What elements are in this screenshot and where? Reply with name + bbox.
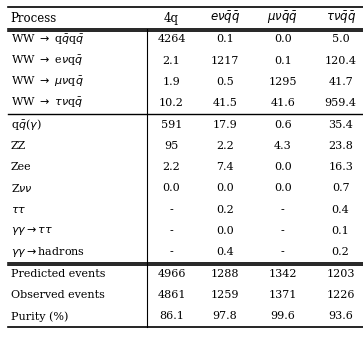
Text: WW $\rightarrow$ $\tau\nu$q$\bar{q}$: WW $\rightarrow$ $\tau\nu$q$\bar{q}$ (11, 96, 83, 110)
Text: $\tau\nu\bar{q}\bar{q}$: $\tau\nu\bar{q}\bar{q}$ (326, 10, 356, 26)
Text: 1217: 1217 (211, 56, 239, 66)
Text: 10.2: 10.2 (159, 98, 184, 108)
Text: Purity (%): Purity (%) (11, 311, 68, 322)
Text: 0.2: 0.2 (216, 205, 234, 215)
Text: 0.5: 0.5 (216, 77, 234, 87)
Text: 4861: 4861 (157, 290, 186, 300)
Text: 86.1: 86.1 (159, 311, 184, 321)
Text: Z$\nu\nu$: Z$\nu\nu$ (11, 182, 33, 194)
Text: 41.7: 41.7 (328, 77, 353, 87)
Text: Predicted events: Predicted events (11, 269, 105, 279)
Text: $\mu\nu\bar{q}\bar{q}$: $\mu\nu\bar{q}\bar{q}$ (268, 10, 298, 26)
Text: 0.0: 0.0 (274, 34, 291, 44)
Text: 0.1: 0.1 (274, 56, 291, 66)
Text: 1371: 1371 (269, 290, 297, 300)
Text: $e\nu\bar{q}\bar{q}$: $e\nu\bar{q}\bar{q}$ (210, 10, 240, 26)
Text: 41.6: 41.6 (270, 98, 295, 108)
Text: 120.4: 120.4 (325, 56, 356, 66)
Text: 0.0: 0.0 (163, 183, 180, 193)
Text: 959.4: 959.4 (325, 98, 356, 108)
Text: -: - (281, 247, 285, 257)
Text: WW $\rightarrow$ q$\bar{q}$q$\bar{q}$: WW $\rightarrow$ q$\bar{q}$q$\bar{q}$ (11, 32, 84, 46)
Text: 0.4: 0.4 (332, 205, 350, 215)
Text: 0.7: 0.7 (332, 183, 350, 193)
Text: WW $\rightarrow$ $\mu\nu$q$\bar{q}$: WW $\rightarrow$ $\mu\nu$q$\bar{q}$ (11, 75, 83, 89)
Text: $\gamma\gamma \rightarrow \tau\tau$: $\gamma\gamma \rightarrow \tau\tau$ (11, 225, 53, 237)
Text: -: - (170, 247, 174, 257)
Text: 41.5: 41.5 (212, 98, 237, 108)
Text: 4966: 4966 (157, 269, 186, 279)
Text: 0.2: 0.2 (332, 247, 350, 257)
Text: q$\bar{q}$($\gamma$): q$\bar{q}$($\gamma$) (11, 117, 41, 132)
Text: 0.0: 0.0 (216, 226, 234, 236)
Text: -: - (281, 226, 285, 236)
Text: 1259: 1259 (211, 290, 239, 300)
Text: 1.9: 1.9 (163, 77, 180, 87)
Text: 4264: 4264 (157, 34, 186, 44)
Text: 0.0: 0.0 (274, 183, 291, 193)
Text: 0.1: 0.1 (216, 34, 234, 44)
Text: 0.0: 0.0 (274, 162, 291, 172)
Text: 0.6: 0.6 (274, 120, 291, 130)
Text: -: - (281, 205, 285, 215)
Text: 2.2: 2.2 (163, 162, 180, 172)
Text: -: - (170, 205, 174, 215)
Text: Process: Process (11, 12, 57, 25)
Text: 1226: 1226 (326, 290, 355, 300)
Text: 1342: 1342 (269, 269, 297, 279)
Text: 0.4: 0.4 (216, 247, 234, 257)
Text: 1203: 1203 (326, 269, 355, 279)
Text: Observed events: Observed events (11, 290, 105, 300)
Text: 17.9: 17.9 (212, 120, 237, 130)
Text: ZZ: ZZ (11, 141, 26, 151)
Text: Zee: Zee (11, 162, 32, 172)
Text: WW $\rightarrow$ e$\nu$q$\bar{q}$: WW $\rightarrow$ e$\nu$q$\bar{q}$ (11, 54, 83, 68)
Text: 2.2: 2.2 (216, 141, 234, 151)
Text: 93.6: 93.6 (328, 311, 353, 321)
Text: 0.0: 0.0 (216, 183, 234, 193)
Text: 2.1: 2.1 (163, 56, 180, 66)
Text: 4q: 4q (164, 12, 179, 25)
Text: 4.3: 4.3 (274, 141, 291, 151)
Text: 5.0: 5.0 (332, 34, 350, 44)
Text: -: - (170, 226, 174, 236)
Text: 95: 95 (164, 141, 179, 151)
Text: 0.1: 0.1 (332, 226, 350, 236)
Text: 7.4: 7.4 (216, 162, 234, 172)
Text: 16.3: 16.3 (328, 162, 353, 172)
Text: 97.8: 97.8 (212, 311, 237, 321)
Text: $\tau\tau$: $\tau\tau$ (11, 205, 26, 215)
Text: 35.4: 35.4 (328, 120, 353, 130)
Text: 1295: 1295 (269, 77, 297, 87)
Text: 1288: 1288 (211, 269, 239, 279)
Text: 23.8: 23.8 (328, 141, 353, 151)
Text: $\gamma\gamma \rightarrow$hadrons: $\gamma\gamma \rightarrow$hadrons (11, 246, 85, 260)
Text: 591: 591 (161, 120, 182, 130)
Text: 99.6: 99.6 (270, 311, 295, 321)
